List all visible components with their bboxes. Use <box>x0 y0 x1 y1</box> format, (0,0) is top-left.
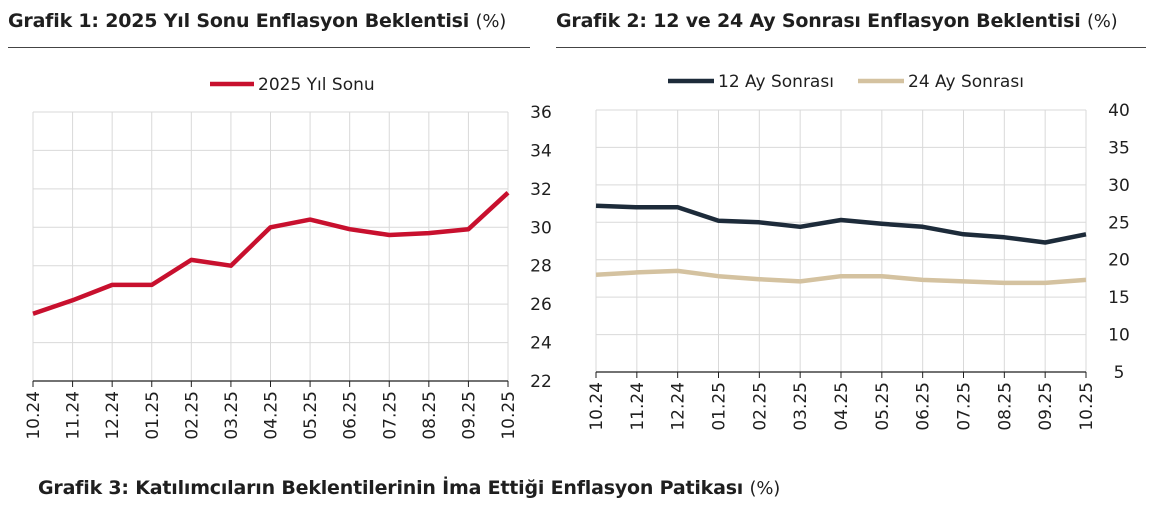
chart1-series-line-1 <box>32 191 510 316</box>
chart1-y-tick-label: 26 <box>530 295 552 315</box>
chart1-x-tick-label: 12.24 <box>103 391 123 440</box>
chart2-legend-label-1: 12 Ay Sonrası <box>718 72 834 92</box>
chart2-y-tick-label: 20 <box>1108 251 1130 271</box>
chart2-series-line-1 <box>595 203 1087 245</box>
chart1-x-tick-label: 09.25 <box>459 391 479 440</box>
chart2-x-tick-label: 10.25 <box>1077 382 1097 431</box>
chart2-y-tick-label: 30 <box>1108 176 1130 196</box>
chart1-x-tick-label: 06.25 <box>341 391 361 440</box>
chart1-legend-label-1: 2025 Yıl Sonu <box>258 75 375 95</box>
chart1-y-tick-label: 30 <box>530 218 552 238</box>
chart1-x-tick-label: 10.25 <box>499 391 519 440</box>
chart1-x-tick-label: 11.24 <box>64 391 84 440</box>
chart3-title-text: Grafik 3: Katılımcıların Beklentilerinin… <box>38 477 744 499</box>
chart1-y-tick-label: 28 <box>530 257 552 277</box>
chart2-x-tick-label: 10.24 <box>587 382 607 431</box>
chart1-title-rule <box>8 47 530 48</box>
chart2-y-tick-label: 5 <box>1114 363 1125 383</box>
chart2-x-tick-label: 12.24 <box>669 382 689 431</box>
chart1-y-tick-label: 24 <box>530 334 552 354</box>
chart2-x-tick-label: 02.25 <box>750 382 770 431</box>
chart2-x-tick-label: 09.25 <box>1036 382 1056 431</box>
chart2-x-tick-label: 06.25 <box>914 382 934 431</box>
chart2-x-tick-label: 08.25 <box>995 382 1015 431</box>
chart2-x-tick-label: 05.25 <box>873 382 893 431</box>
chart2-x-tick-label: 07.25 <box>955 382 975 431</box>
chart3-title: Grafik 3: Katılımcıların Beklentilerinin… <box>38 477 780 499</box>
chart1-x-tick-label: 10.24 <box>24 391 44 440</box>
chart2-title: Grafik 2: 12 ve 24 Ay Sonrası Enflasyon … <box>556 10 1118 32</box>
chart1-x-tick-label: 08.25 <box>420 391 440 440</box>
chart2-y-tick-label: 10 <box>1108 326 1130 346</box>
chart2-x-tick-label: 11.24 <box>628 382 648 431</box>
chart1-x-tick-label: 02.25 <box>182 391 202 440</box>
chart1-title: Grafik 1: 2025 Yıl Sonu Enflasyon Beklen… <box>8 10 506 32</box>
chart2-y-tick-label: 25 <box>1108 213 1130 233</box>
chart1-y-tick-label: 34 <box>530 141 552 161</box>
chart2-title-text: Grafik 2: 12 ve 24 Ay Sonrası Enflasyon … <box>556 10 1081 32</box>
chart2-series-line-2 <box>595 268 1087 286</box>
chart1-y-tick-label: 32 <box>530 180 552 200</box>
chart1-title-unit: (%) <box>475 11 507 32</box>
chart2-y-tick-label: 40 <box>1108 101 1130 121</box>
chart3-title-unit: (%) <box>749 478 781 499</box>
chart2-y-tick-label: 15 <box>1108 288 1130 308</box>
chart1-x-tick-label: 07.25 <box>380 391 400 440</box>
chart1-x-tick-label: 03.25 <box>222 391 242 440</box>
chart2-x-tick-label: 04.25 <box>832 382 852 431</box>
chart2-title-rule <box>556 47 1146 48</box>
chart2-x-tick-label: 03.25 <box>791 382 811 431</box>
chart1-y-tick-label: 36 <box>530 103 552 123</box>
chart2-y-tick-label: 35 <box>1108 138 1130 158</box>
chart1-y-tick-label: 22 <box>530 372 552 392</box>
chart2-title-unit: (%) <box>1086 11 1118 32</box>
chart1-x-tick-label: 05.25 <box>301 391 321 440</box>
chart2-legend-label-2: 24 Ay Sonrası <box>908 72 1024 92</box>
chart1-x-tick-label: 04.25 <box>262 391 282 440</box>
chart2-x-tick-label: 01.25 <box>710 382 730 431</box>
chart1-x-tick-label: 01.25 <box>143 391 163 440</box>
chart1-title-text: Grafik 1: 2025 Yıl Sonu Enflasyon Beklen… <box>8 10 470 32</box>
